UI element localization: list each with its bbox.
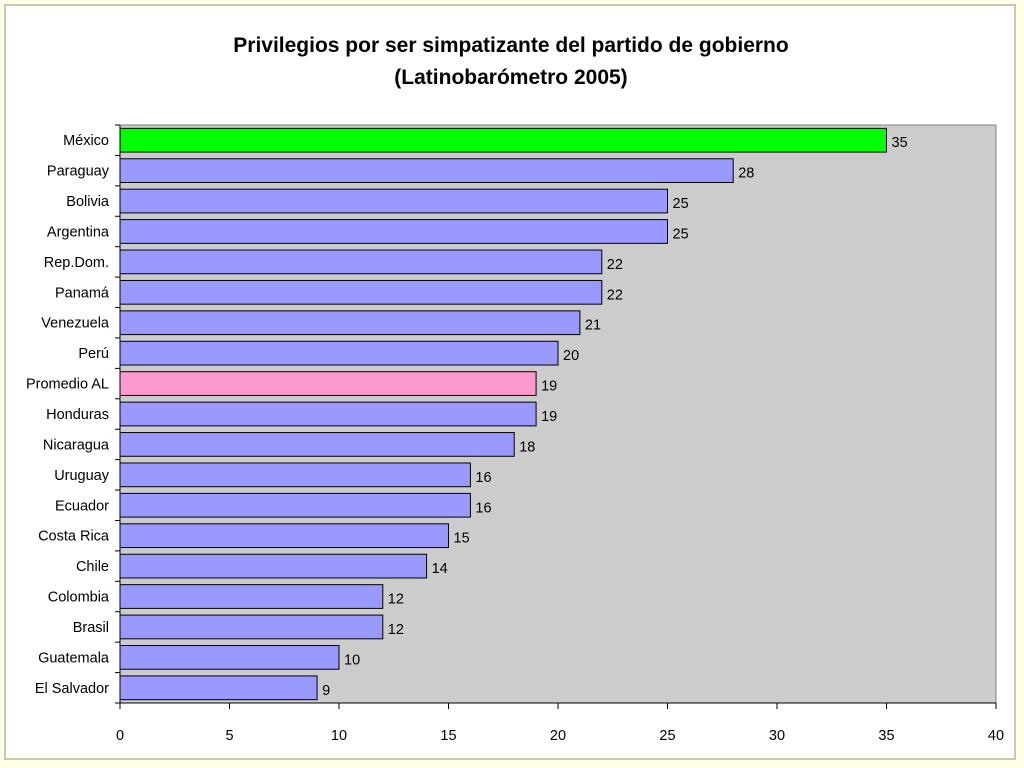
x-tick-label: 40 xyxy=(988,728,1004,744)
bar-honduras xyxy=(119,401,537,427)
x-tick-label: 20 xyxy=(550,728,566,744)
category-label: Argentina xyxy=(47,224,110,240)
category-label: Venezuela xyxy=(41,316,110,332)
category-label: Guatemala xyxy=(38,650,110,666)
category-label: Bolivia xyxy=(66,194,110,210)
data-label: 16 xyxy=(475,500,491,516)
bar-chile xyxy=(119,553,428,579)
data-label: 10 xyxy=(344,652,360,668)
data-label: 25 xyxy=(673,196,689,212)
bar-argentina xyxy=(119,219,668,244)
category-label: Paraguay xyxy=(47,164,110,180)
category-label: Ecuador xyxy=(55,498,109,514)
bar-nicaragua xyxy=(119,432,515,457)
bar-venezuela xyxy=(119,310,581,336)
data-label: 21 xyxy=(585,318,601,334)
category-label: Chile xyxy=(76,559,109,575)
bar-per- xyxy=(119,340,559,366)
category-label: Honduras xyxy=(46,407,109,423)
chart-title-line-2: (Latinobarómetro 2005) xyxy=(394,66,627,89)
bar-m-xico xyxy=(119,127,887,153)
data-label: 15 xyxy=(454,531,470,547)
category-label: Nicaragua xyxy=(43,437,110,453)
category-label: Promedio AL xyxy=(26,377,109,393)
x-tick-label: 15 xyxy=(440,728,456,744)
data-label: 19 xyxy=(541,409,557,425)
bar-ecuador xyxy=(119,492,471,518)
bar-guatemala xyxy=(119,645,340,670)
data-label: 14 xyxy=(432,561,448,577)
category-label: Rep.Dom. xyxy=(44,255,109,271)
data-label: 16 xyxy=(475,470,491,486)
data-label: 35 xyxy=(892,135,908,151)
x-tick-label: 10 xyxy=(331,728,347,744)
category-label: México xyxy=(63,133,109,149)
category-label: Perú xyxy=(78,346,109,362)
data-label: 22 xyxy=(607,257,623,273)
x-tick-label: 35 xyxy=(878,728,894,744)
bar-el-salvador xyxy=(119,675,318,701)
bar-bolivia xyxy=(119,188,668,214)
x-tick-label: 5 xyxy=(225,728,233,744)
category-label: Uruguay xyxy=(54,468,110,484)
bar-panam- xyxy=(119,279,603,305)
bar-colombia xyxy=(119,584,384,609)
bar-costa-rica xyxy=(119,523,449,549)
data-label: 25 xyxy=(673,226,689,242)
data-label: 9 xyxy=(322,683,330,699)
category-label: Costa Rica xyxy=(38,529,110,545)
x-tick-label: 0 xyxy=(116,728,124,744)
axes-layer: México Paraguay Bolivia Argentina Rep.Dom. Pa… xyxy=(26,124,1004,744)
bar-promedio-al xyxy=(119,371,537,396)
bar-brasil xyxy=(119,614,384,640)
data-label: 28 xyxy=(738,166,754,182)
bars-layer: 35 28 25 25 22 22 21 20 19 19 18 16 16 15 14 12 12 10 9 xyxy=(119,127,908,701)
data-label: 19 xyxy=(541,379,557,395)
x-tick-label: 25 xyxy=(659,728,675,744)
category-label: El Salvador xyxy=(35,681,109,697)
bar-rep-dom- xyxy=(119,249,603,275)
category-label: Brasil xyxy=(73,620,109,636)
chart-title-line-1: Privilegios por ser simpatizante del par… xyxy=(233,34,788,57)
data-label: 22 xyxy=(607,287,623,303)
category-label: Panamá xyxy=(55,285,110,301)
data-label: 12 xyxy=(388,592,404,608)
bar-paraguay xyxy=(119,158,734,183)
data-label: 12 xyxy=(388,622,404,638)
data-label: 18 xyxy=(519,439,535,455)
data-label: 20 xyxy=(563,348,579,364)
category-label: Colombia xyxy=(48,590,110,606)
bar-uruguay xyxy=(119,462,471,488)
x-tick-label: 30 xyxy=(769,728,785,744)
